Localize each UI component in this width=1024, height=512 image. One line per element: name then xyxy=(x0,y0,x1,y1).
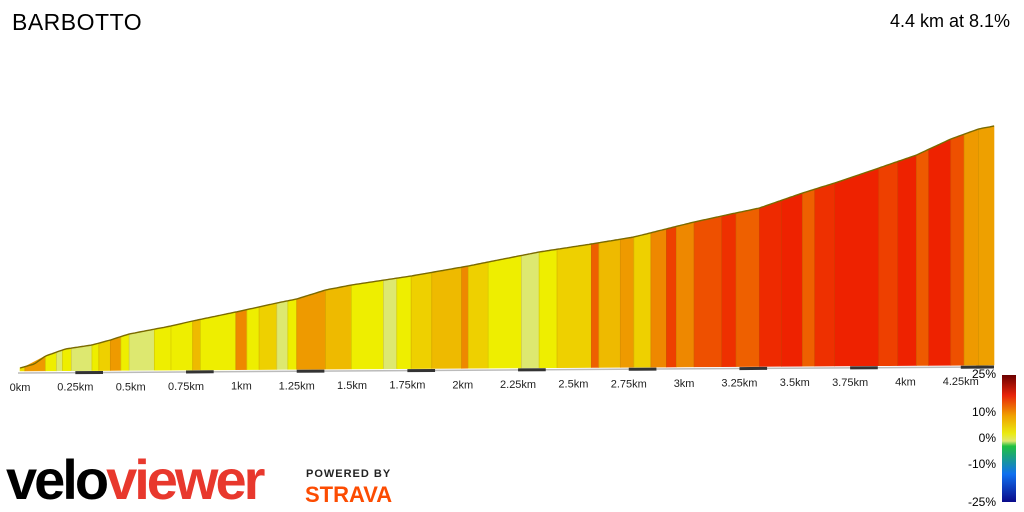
profile-top-line xyxy=(19,125,995,369)
gradient-segment xyxy=(246,306,260,370)
gradient-segment xyxy=(928,138,952,366)
x-tick-label: 3km xyxy=(674,378,695,390)
gradient-segment xyxy=(781,192,803,367)
gradient-segment xyxy=(467,261,489,369)
x-tick-label: 2.75km xyxy=(611,378,647,390)
gradient-segment xyxy=(759,199,782,367)
gradient-segment xyxy=(950,133,965,366)
distance-axis-labels: 0km 0.25km 0.5km 0.75km 1km 1.25km 1.5km 1.75km… xyxy=(10,376,979,394)
x-tick-label: 0.25km xyxy=(57,382,93,394)
gradient-segment xyxy=(396,275,412,369)
x-tick-label: 2.5km xyxy=(558,379,588,391)
gradient-segment xyxy=(978,125,995,366)
gradient-segment xyxy=(258,302,278,370)
gradient-segment xyxy=(235,309,248,370)
gradient-segment xyxy=(916,148,929,366)
gradient-segment xyxy=(410,272,433,369)
gradient-segment xyxy=(650,228,667,368)
gradient-segment xyxy=(538,248,558,369)
x-tick-label: 1.5km xyxy=(337,380,367,392)
gradient-segment xyxy=(296,289,326,370)
gradient-segment xyxy=(897,154,917,366)
gradient-segment xyxy=(721,212,737,367)
gradient-segment xyxy=(666,226,677,368)
gradient-segment xyxy=(556,243,592,368)
gradient-segment xyxy=(170,320,193,371)
gradient-segment xyxy=(598,238,621,368)
gradient-segment xyxy=(98,339,111,371)
axis-line xyxy=(17,366,985,374)
gradient-segment xyxy=(56,349,63,372)
profile-outline xyxy=(19,125,995,369)
x-tick-label: 3.25km xyxy=(721,378,757,390)
gradient-legend-bar xyxy=(1002,375,1016,502)
gradient-segment xyxy=(62,347,72,372)
gradient-segment xyxy=(383,277,398,370)
x-tick-label: 2km xyxy=(452,379,473,391)
gradient-segment xyxy=(878,161,899,367)
gradient-segment xyxy=(276,300,289,370)
gradient-segment xyxy=(287,298,298,370)
x-tick-label: 1.25km xyxy=(279,380,315,392)
legend-label: 0% xyxy=(979,431,997,445)
gradient-segment xyxy=(487,255,522,369)
legend-label: 10% xyxy=(972,405,996,419)
gradient-segment xyxy=(461,265,469,369)
gradient-segment xyxy=(676,221,695,368)
gradient-segment xyxy=(633,232,652,368)
gradient-segment xyxy=(110,336,122,371)
climb-title: BARBOTTO xyxy=(12,9,143,35)
gradient-segment xyxy=(91,342,100,371)
legend-label: -25% xyxy=(968,495,996,509)
x-tick-label: 0km xyxy=(10,382,31,394)
veloviewer-logo: veloviewer xyxy=(6,448,265,511)
x-tick-label: 4km xyxy=(895,377,916,389)
gradient-segment xyxy=(431,266,462,369)
gradient-segment xyxy=(521,251,540,369)
powered-by-label: POWERED BY xyxy=(306,468,392,480)
legend-label: -10% xyxy=(968,457,996,471)
gradient-segment xyxy=(71,344,93,371)
gradient-segment xyxy=(834,167,880,367)
gradient-segment xyxy=(192,319,201,371)
x-tick-label: 2.25km xyxy=(500,379,536,391)
gradient-segment xyxy=(620,236,635,368)
gradient-segment xyxy=(120,333,130,371)
distance-axis xyxy=(17,365,995,375)
x-tick-label: 1km xyxy=(231,381,252,393)
x-tick-label: 0.5km xyxy=(116,381,146,393)
gradient-segment xyxy=(735,207,760,367)
gradient-segment xyxy=(693,215,723,368)
x-tick-label: 3.75km xyxy=(832,377,868,389)
gradient-legend: 25% 10% 0% -10% -25% xyxy=(968,367,1016,509)
x-tick-label: 3.5km xyxy=(780,377,810,389)
gradient-segment xyxy=(325,284,352,370)
x-tick-label: 1.75km xyxy=(389,380,425,392)
gradient-segments xyxy=(19,125,995,372)
strava-logo: STRAVA xyxy=(305,482,393,507)
legend-label: 25% xyxy=(972,367,996,381)
gradient-segment xyxy=(591,242,600,368)
gradient-segment xyxy=(963,128,979,366)
x-tick-label: 4.25km xyxy=(943,376,979,388)
gradient-segment xyxy=(814,182,835,367)
x-tick-label: 0.75km xyxy=(168,381,204,393)
gradient-segment xyxy=(351,279,384,370)
gradient-segment xyxy=(154,325,172,371)
gradient-segment xyxy=(128,328,155,371)
climb-summary: 4.4 km at 8.1% xyxy=(889,11,1010,31)
gradient-segment xyxy=(802,188,815,367)
gradient-segment xyxy=(200,311,237,371)
